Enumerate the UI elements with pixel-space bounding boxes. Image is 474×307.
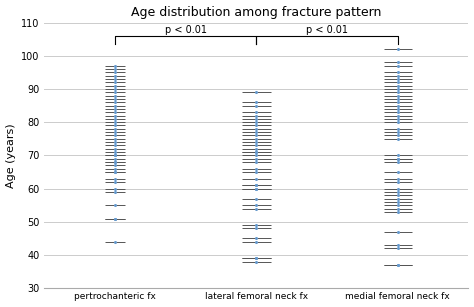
Text: p < 0.01: p < 0.01 [306, 25, 348, 35]
Y-axis label: Age (years): Age (years) [6, 123, 16, 188]
Text: p < 0.01: p < 0.01 [164, 25, 207, 35]
Title: Age distribution among fracture pattern: Age distribution among fracture pattern [131, 6, 382, 18]
